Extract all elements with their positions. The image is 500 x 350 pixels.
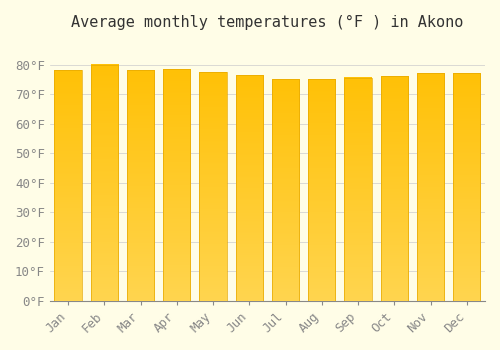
Bar bbox=[200, 72, 226, 301]
Bar bbox=[127, 70, 154, 301]
Bar bbox=[380, 76, 408, 301]
Bar bbox=[236, 75, 263, 301]
Bar bbox=[54, 70, 82, 301]
Bar bbox=[344, 78, 372, 301]
Bar bbox=[90, 64, 118, 301]
Bar bbox=[417, 74, 444, 301]
Bar bbox=[163, 69, 190, 301]
Bar bbox=[272, 79, 299, 301]
Bar bbox=[308, 79, 336, 301]
Bar bbox=[454, 74, 480, 301]
Title: Average monthly temperatures (°F ) in Akono: Average monthly temperatures (°F ) in Ak… bbox=[71, 15, 464, 30]
